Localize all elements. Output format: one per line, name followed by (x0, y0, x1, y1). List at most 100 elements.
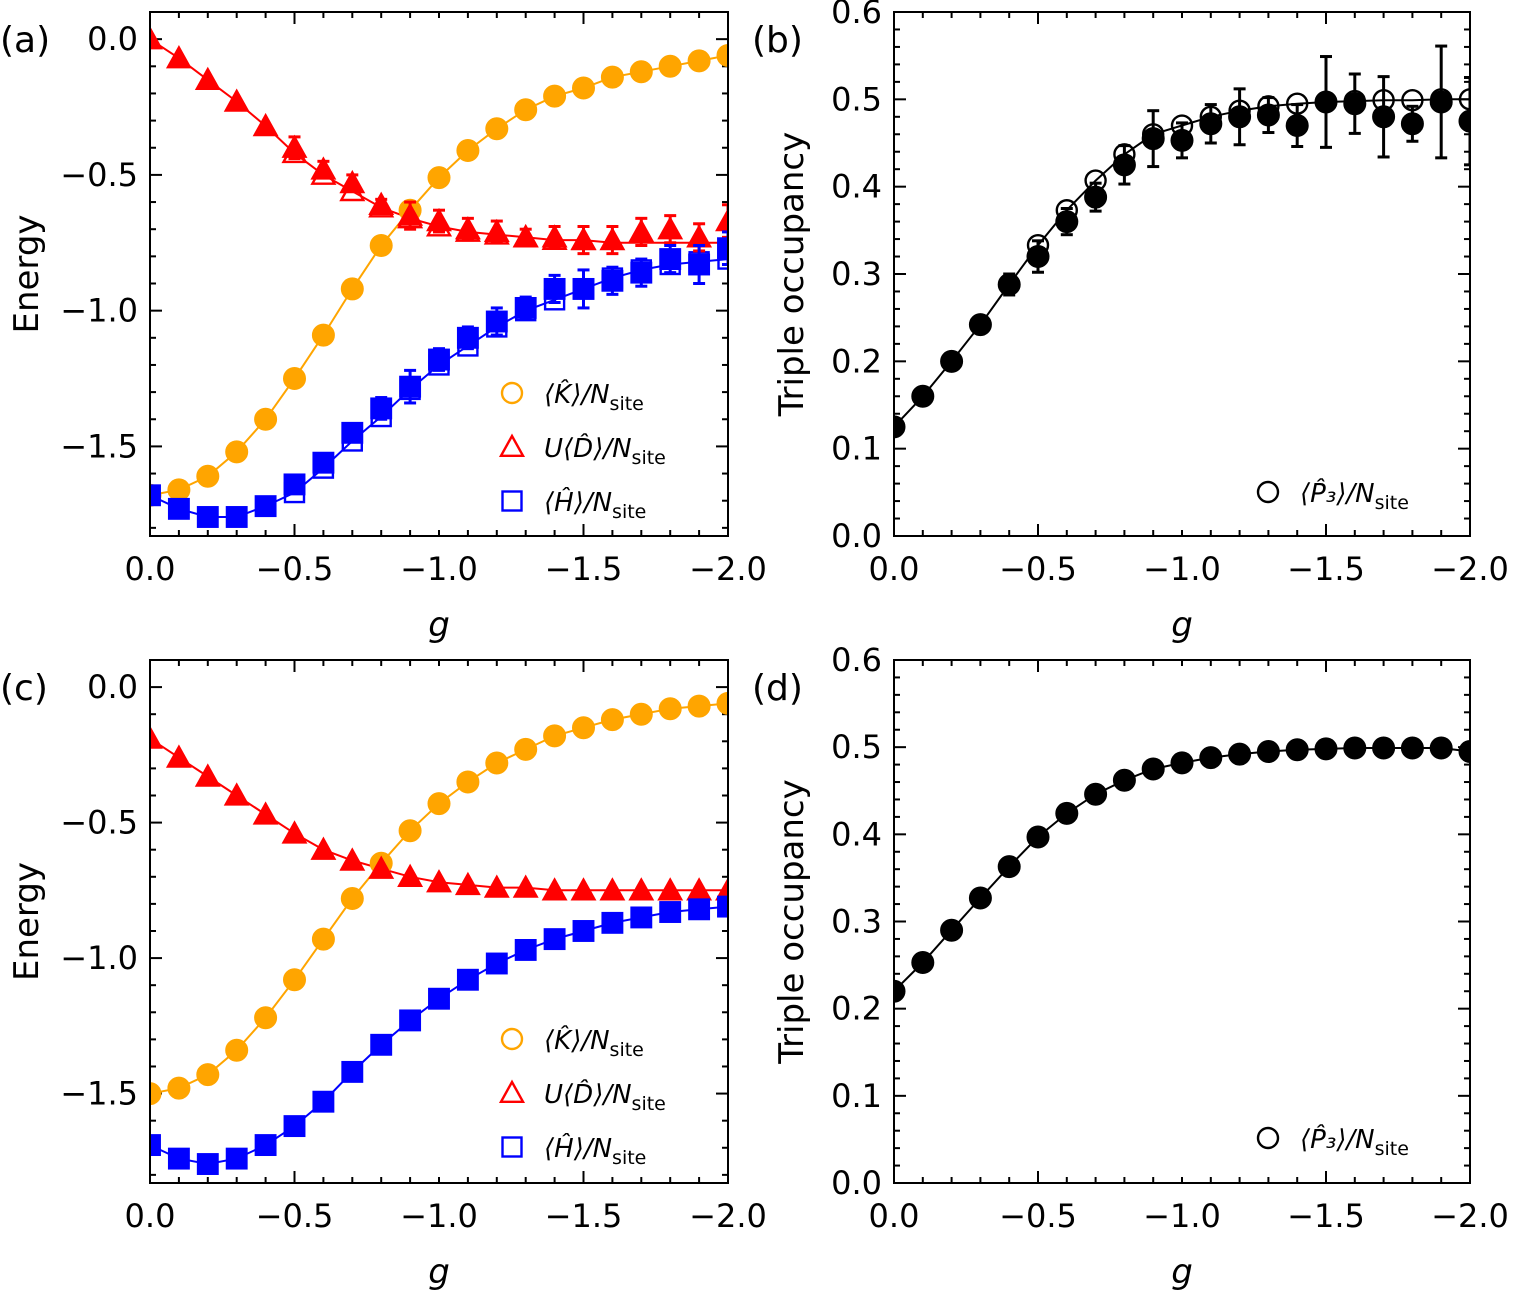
x-axis-label: g (1171, 605, 1193, 645)
data-point-P3 (997, 272, 1021, 296)
legend-marker (500, 381, 524, 405)
y-tick-label: 0.2 (831, 342, 882, 380)
data-point-U (150, 26, 163, 50)
data-point-K (629, 60, 653, 84)
x-tick-label: −2.0 (1431, 1197, 1509, 1235)
open-point-P3_exact (1458, 88, 1470, 111)
data-point-U (570, 877, 597, 901)
data-point-K (196, 464, 220, 488)
data-point-P3 (894, 415, 906, 439)
data-point-U (194, 763, 221, 787)
data-point-P3 (1112, 768, 1136, 792)
legend-marker (500, 1027, 524, 1051)
data-point-U (339, 847, 366, 871)
data-point-P3 (1343, 736, 1367, 760)
data-point-H (225, 1147, 248, 1170)
data-point-P3 (968, 313, 992, 337)
data-point-K (456, 138, 480, 162)
data-point-H (456, 326, 479, 349)
data-point-H (572, 277, 595, 300)
data-point-H (630, 906, 653, 929)
data-point-U (397, 863, 424, 887)
data-point-P3 (1458, 109, 1470, 133)
data-point-K (311, 323, 335, 347)
y-axis-label: Energy (7, 862, 47, 981)
data-point-H (167, 497, 190, 520)
plot-area (150, 26, 728, 528)
data-point-U (368, 855, 395, 879)
legend-entry: ⟨P̂₃⟩/Nsite (1300, 477, 1409, 514)
data-point-K (687, 694, 711, 718)
data-point-K (716, 691, 728, 715)
data-point-U (512, 224, 539, 248)
data-point-P3 (911, 384, 935, 408)
x-axis-label: g (1171, 1252, 1193, 1292)
data-point-K (456, 770, 480, 794)
data-point-K (658, 697, 682, 721)
data-point-H (543, 277, 566, 300)
data-point-P3 (1285, 114, 1309, 138)
legend-entry: U⟨D̂⟩/Nsite (544, 432, 666, 469)
data-point-P3 (940, 918, 964, 942)
y-tick-label: 0.6 (831, 0, 882, 31)
y-tick-label: 0.1 (831, 1077, 882, 1115)
plot-area (894, 736, 1470, 1003)
y-tick-label: −1.0 (60, 939, 138, 977)
data-point-K (225, 440, 249, 464)
data-point-K (225, 1038, 249, 1062)
data-point-U (397, 202, 424, 226)
data-point-P3 (1026, 245, 1050, 269)
data-point-H (688, 253, 711, 276)
legend-entry: U⟨D̂⟩/Nsite (544, 1078, 666, 1115)
x-tick-label: −1.0 (400, 550, 478, 588)
legend-marker (1256, 1126, 1280, 1150)
legend-entry: ⟨P̂₃⟩/Nsite (1300, 1123, 1409, 1160)
data-point-U (223, 88, 250, 112)
x-tick-label: −0.5 (256, 550, 334, 588)
data-point-H (659, 901, 682, 923)
x-tick-label: −2.0 (689, 550, 767, 588)
data-point-H (312, 1090, 335, 1113)
y-axis-label: Triple occupancy (772, 132, 812, 417)
x-tick-label: 0.0 (869, 550, 920, 588)
panel-d: 0.0 −0.5 −1.0 −1.5 −2.0 0.0 0.1 0.2 0.3 0.4 0.5 0.6… (752, 641, 1509, 1292)
data-point-H (283, 473, 306, 496)
legend-marker (1256, 480, 1280, 504)
data-point-K (167, 1076, 191, 1100)
legend-marker (498, 1079, 526, 1104)
data-point-P3 (1256, 103, 1280, 127)
data-point-U (368, 191, 395, 215)
data-point-U (541, 877, 568, 901)
y-tick-label: 0.4 (831, 815, 882, 853)
axes-frame (149, 659, 729, 1184)
x-tick-label: 0.0 (125, 1197, 176, 1235)
panel-a: 0.0 −0.5 −1.0 −1.5 −2.0 0.0 −0.5 −1.0 −1.5 g Energ… (0, 11, 767, 645)
data-point-H (196, 506, 219, 528)
data-point-U (599, 877, 626, 901)
data-point-P3 (1055, 801, 1079, 825)
data-point-U (252, 801, 279, 825)
data-point-K (514, 737, 538, 761)
y-tick-label: 0.4 (831, 168, 882, 206)
data-point-H (341, 421, 364, 444)
data-point-P3 (1256, 740, 1280, 764)
data-point-H (659, 248, 682, 271)
data-point-P3 (1112, 153, 1136, 177)
series-line (150, 258, 728, 518)
y-tick-label: 0.5 (831, 728, 882, 766)
data-point-P3 (1084, 782, 1108, 806)
data-point-H (630, 261, 653, 284)
data-point-P3 (1372, 105, 1396, 129)
y-tick-label: −0.5 (60, 156, 138, 194)
data-point-U (657, 877, 684, 901)
data-point-H (283, 1115, 306, 1138)
y-tick-label: −0.5 (60, 804, 138, 842)
data-point-P3 (1228, 105, 1252, 129)
data-point-K (629, 702, 653, 726)
data-point-U (454, 216, 481, 240)
data-point-K (427, 792, 451, 816)
data-point-P3 (1343, 92, 1367, 116)
data-point-K (196, 1063, 220, 1087)
data-point-P3 (911, 950, 935, 974)
data-point-K (514, 98, 538, 122)
